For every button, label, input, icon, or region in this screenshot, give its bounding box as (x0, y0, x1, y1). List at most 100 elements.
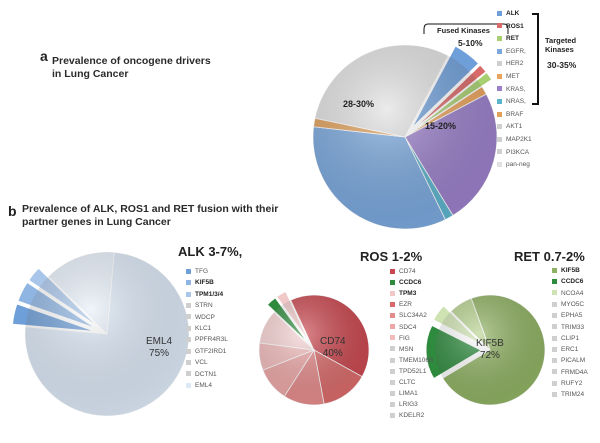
ros-header: ROS 1-2% (360, 249, 423, 264)
ros-center-pct: 40% (322, 348, 343, 359)
drivers-legend-label: PI3KCA (506, 148, 530, 156)
drivers-legend-swatch (497, 136, 502, 142)
ret-legend-swatch (552, 267, 557, 273)
ret-legend-swatch (552, 279, 557, 285)
ros-legend-item-ccdc6: CCDC6 (390, 278, 421, 288)
ros-legend-label: LRIG3 (399, 401, 418, 409)
alk-legend-item-kif5b: KIF5B (186, 278, 214, 288)
ret-legend-label: RUFY2 (561, 380, 583, 387)
drivers-legend-label: RET (506, 35, 519, 43)
ros-legend-label: EZR (399, 301, 412, 309)
ret-header: RET 0.7-2% (514, 249, 585, 264)
alk-legend-swatch (186, 325, 191, 331)
ret-legend-swatch (552, 335, 557, 341)
alk-legend-label: VCL (195, 359, 208, 367)
fused-bracket (423, 23, 509, 34)
alk-legend-item-tpm1-3-4: TPM1/3/4 (186, 290, 223, 300)
ret-legend-swatch (552, 358, 557, 364)
ros-legend-swatch (390, 413, 395, 419)
drivers-legend-item-nras: NRAS, (497, 97, 526, 107)
alk-legend-swatch (186, 359, 191, 365)
targeted-line2: Kinases (545, 45, 574, 54)
alk-center-label: EML4 75% (146, 336, 172, 360)
ret-center-label: KIF5B 72% (476, 338, 504, 362)
drivers-legend-swatch (497, 161, 502, 167)
ros-legend-swatch (390, 302, 395, 308)
drivers-legend-swatch (497, 73, 502, 79)
ros-legend-swatch (390, 357, 395, 363)
drivers-legend-swatch (497, 98, 502, 104)
drivers-legend-swatch (497, 10, 502, 16)
panel-b-title: Prevalence of ALK, ROS1 and RET fusion w… (22, 203, 278, 229)
ros-legend-item-fig: FIG (390, 334, 410, 344)
alk-legend-item-eml4: EML4 (186, 381, 212, 391)
drivers-pie (312, 44, 498, 230)
alk-legend-label: STRN (195, 302, 213, 310)
drivers-legend-swatch (497, 149, 502, 155)
drivers-legend-item-egfr: EGFR, (497, 47, 526, 57)
drivers-legend-label: AKT1 (506, 123, 523, 131)
ros-legend-swatch (390, 401, 395, 407)
ret-legend-item-picalm: PICALM (552, 356, 585, 366)
ros-legend-swatch (390, 390, 395, 396)
ros-legend-label: TPM3 (399, 290, 417, 298)
ros-legend-label: CCDC6 (399, 279, 422, 287)
alk-legend-item-klc1: KLC1 (186, 324, 211, 334)
alk-legend-item-dctn1: DCTN1 (186, 370, 217, 380)
ret-legend-swatch (552, 290, 557, 296)
alk-legend-label: KLC1 (195, 325, 212, 332)
drivers-legend-label: KRAS, (506, 85, 526, 93)
ros-legend-swatch (390, 279, 395, 285)
panel-a-title-line2: in Lung Cancer (52, 68, 129, 80)
kras-pct: 15-20% (425, 121, 457, 131)
drivers-legend-item-braf: BRAF (497, 110, 523, 120)
ros-legend-label: LIMA1 (399, 390, 418, 398)
drivers-legend-label: MET (506, 73, 520, 80)
drivers-legend-label: NRAS, (506, 98, 526, 106)
ret-legend-item-frmd4a: FRMD4A (552, 368, 588, 378)
ros-pie (258, 290, 370, 406)
ros-center-label: CD74 40% (320, 336, 346, 360)
ret-legend-swatch (552, 380, 557, 386)
alk-legend-item-wdcp: WDCP (186, 313, 215, 323)
ret-center-pct: 72% (479, 350, 500, 361)
drivers-legend-item-map2k1: MAP2K1 (497, 135, 532, 145)
ret-legend-label: KIF5B (561, 267, 580, 274)
drivers-legend-label: ALK (506, 10, 520, 17)
ros-legend-item-cltc: CLTC (390, 378, 416, 388)
alk-legend-swatch (186, 280, 191, 286)
drivers-legend-label: HER2 (506, 60, 524, 68)
ros-legend-swatch (390, 290, 395, 296)
ret-legend-item-myo5c: MYO5C (552, 300, 584, 310)
alk-center-name: EML4 (146, 336, 173, 347)
ros-legend-item-tpm3: TPM3 (390, 289, 416, 299)
alk-legend-item-gtf2ird1: GTF2IRD1 (186, 347, 226, 357)
ros-legend-item-tmem106b: TMEM106B (390, 356, 433, 366)
alk-legend-label: EML4 (195, 382, 212, 389)
ros-legend-swatch (390, 379, 395, 385)
alk-legend-label: TPM1/3/4 (195, 290, 224, 298)
drivers-legend-item-met: MET (497, 72, 520, 82)
ret-legend-item-ccdc6: CCDC6 (552, 277, 583, 287)
alk-legend-swatch (186, 382, 191, 388)
ret-legend-swatch (552, 369, 557, 375)
panel-a-title: Prevalence of oncogene drivers in Lung C… (52, 55, 211, 81)
targeted-kinases-label: Targeted Kinases (545, 36, 576, 54)
ros-legend-label: CD74 (399, 268, 416, 275)
fused-kinases-pct: 5-10% (458, 38, 483, 48)
alk-legend-label: DCTN1 (195, 370, 217, 378)
alk-legend-swatch (186, 314, 191, 320)
targeted-kinases-pct: 30-35% (547, 60, 577, 70)
ret-legend-label: NCOA4 (561, 289, 584, 297)
panel-a-label: a (40, 48, 48, 64)
ros-legend-item-lima1: LIMA1 (390, 389, 418, 399)
ret-legend-label: FRMD4A (561, 368, 588, 376)
ros-legend-swatch (390, 268, 395, 274)
ros-legend-item-ezr: EZR (390, 300, 412, 310)
fused-kinases-label: Fused Kinases (437, 26, 490, 35)
ros-legend-item-cd74: CD74 (390, 267, 416, 277)
ros-legend-item-msn: MSN (390, 345, 413, 355)
ret-legend-item-ncoa4: NCOA4 (552, 289, 583, 299)
drivers-legend-swatch (497, 35, 502, 41)
alk-legend-item-strn: STRN (186, 301, 213, 311)
